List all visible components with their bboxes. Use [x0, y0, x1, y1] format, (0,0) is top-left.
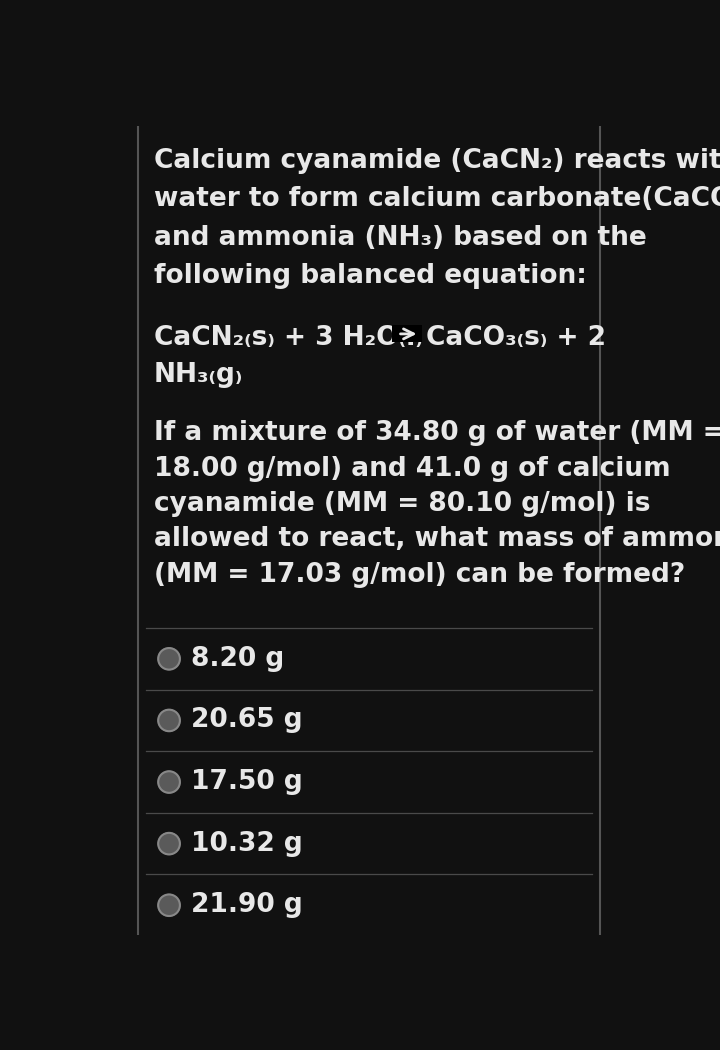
- Text: 10.32 g: 10.32 g: [191, 831, 302, 857]
- Text: 18.00 g/mol) and 41.0 g of calcium: 18.00 g/mol) and 41.0 g of calcium: [153, 456, 670, 482]
- Text: water to form calcium carbonate(CaCO₃): water to form calcium carbonate(CaCO₃): [153, 186, 720, 212]
- Text: and ammonia (NH₃) based on the: and ammonia (NH₃) based on the: [153, 225, 647, 251]
- Text: If a mixture of 34.80 g of water (MM =: If a mixture of 34.80 g of water (MM =: [153, 420, 720, 446]
- FancyBboxPatch shape: [392, 326, 422, 342]
- Text: CaCO₃₍s₎ + 2: CaCO₃₍s₎ + 2: [426, 324, 606, 351]
- Circle shape: [158, 895, 180, 916]
- Text: 20.65 g: 20.65 g: [191, 708, 302, 734]
- Text: NH₃₍g₎: NH₃₍g₎: [153, 361, 243, 387]
- Text: CaCN₂₍s₎ + 3 H₂O₍l₎: CaCN₂₍s₎ + 3 H₂O₍l₎: [153, 324, 423, 351]
- Text: 17.50 g: 17.50 g: [191, 769, 302, 795]
- Circle shape: [158, 648, 180, 670]
- Text: Calcium cyanamide (CaCN₂) reacts with: Calcium cyanamide (CaCN₂) reacts with: [153, 148, 720, 173]
- Text: (MM = 17.03 g/mol) can be formed?: (MM = 17.03 g/mol) can be formed?: [153, 562, 685, 588]
- Text: cyanamide (MM = 80.10 g/mol) is: cyanamide (MM = 80.10 g/mol) is: [153, 491, 650, 517]
- Circle shape: [158, 833, 180, 855]
- Text: 21.90 g: 21.90 g: [191, 892, 302, 919]
- Circle shape: [158, 710, 180, 731]
- Circle shape: [158, 772, 180, 793]
- Text: 8.20 g: 8.20 g: [191, 646, 284, 672]
- Text: following balanced equation:: following balanced equation:: [153, 264, 586, 289]
- Text: allowed to react, what mass of ammonia: allowed to react, what mass of ammonia: [153, 526, 720, 552]
